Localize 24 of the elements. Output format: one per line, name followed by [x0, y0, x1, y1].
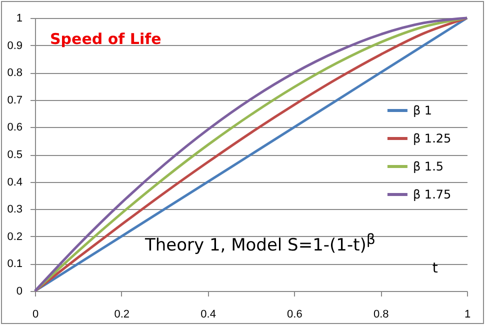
x-axis-title: t	[432, 260, 438, 276]
x-tick-label: 0.6	[287, 308, 302, 320]
x-tick-label: 1	[464, 308, 471, 320]
y-tick-label: 0.7	[7, 94, 22, 106]
x-tick-label: 0	[32, 308, 39, 320]
legend-label: β 1.5	[412, 160, 444, 174]
x-tick-label: 0.4	[200, 308, 216, 320]
y-tick-label: 0.1	[7, 258, 22, 270]
y-tick-label: 0.6	[7, 122, 22, 134]
annotation: Speed of Life	[50, 30, 162, 48]
legend-label: β 1.75	[412, 188, 452, 202]
y-tick-label: 0.4	[7, 176, 22, 188]
legend-label: β 1	[412, 104, 432, 118]
y-tick-label: 0.2	[7, 230, 22, 243]
y-tick-label: 1	[16, 12, 22, 24]
y-tick-label: 0	[16, 286, 22, 298]
annotation: Theory 1, Model S=1-(1-t)$^{β}$	[145, 232, 376, 256]
y-tick-label: 0.8	[7, 67, 22, 80]
x-tick-label: 0.2	[114, 308, 130, 320]
y-tick-label: 0.3	[7, 204, 22, 216]
legend-label: β 1.25	[412, 132, 452, 146]
y-tick-label: 0.5	[7, 149, 22, 161]
x-tick-label: 0.8	[373, 308, 389, 320]
y-tick-label: 0.9	[7, 40, 22, 52]
